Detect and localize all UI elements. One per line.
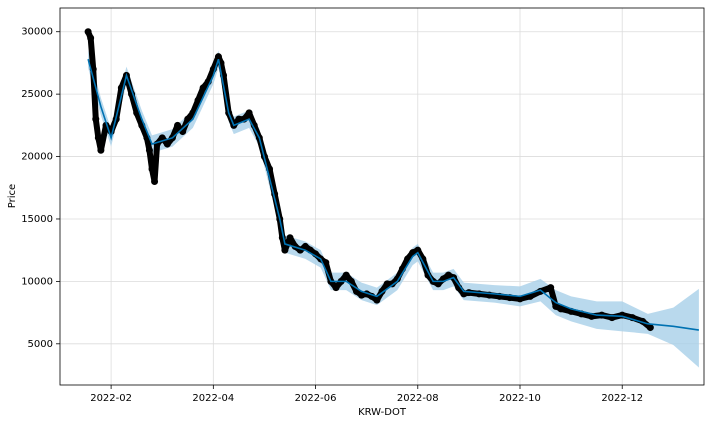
y-tick-label: 30000 [21,27,53,38]
observed-point [92,115,100,123]
x-tick-label: 2022-06 [295,393,337,404]
observed-point [194,96,202,104]
x-tick-label: 2022-02 [90,393,132,404]
x-tick-label: 2022-04 [192,393,234,404]
observed-point [332,284,340,292]
y-tick-label: 20000 [21,152,53,163]
observed-point [174,121,182,129]
observed-point [383,280,391,288]
observed-point [163,140,171,148]
observed-point [646,324,654,332]
plot-frame [59,7,705,386]
observed-point [97,146,105,154]
observed-point [245,109,253,117]
observed-point [199,84,207,92]
y-tick-label: 5000 [28,339,53,350]
observed-line [85,30,653,330]
observed-point [342,271,350,279]
forecast-line [87,58,700,331]
observed-point [158,134,166,142]
observed-point [184,115,192,123]
y-tick-label: 10000 [21,276,53,287]
observed-point [475,290,483,298]
observed-point [547,284,555,292]
observed-point [87,34,95,42]
observed-point [557,305,565,313]
uncertainty-band [88,50,699,368]
x-tick-label: 2022-08 [397,393,439,404]
observed-point [516,295,524,303]
observed-point [536,287,544,295]
x-tick-label: 2022-10 [499,393,541,404]
observed-point [151,178,159,186]
observed-point [281,246,289,254]
observed-point [84,28,92,36]
x-axis-label: KRW-DOT [358,407,407,418]
x-tick-label: 2022-12 [601,393,643,404]
observed-point [145,146,153,154]
observed-point [94,134,102,142]
observed-point [148,165,156,173]
observed-point [373,296,381,304]
observed-point [414,246,422,254]
observed-point [301,242,309,250]
y-axis-label: Price [7,184,18,208]
y-tick-label: 25000 [21,89,53,100]
observed-point [286,234,294,242]
observed-point [235,115,243,123]
observed-point [526,292,534,300]
y-tick-label: 15000 [21,214,53,225]
observed-point [214,53,222,61]
